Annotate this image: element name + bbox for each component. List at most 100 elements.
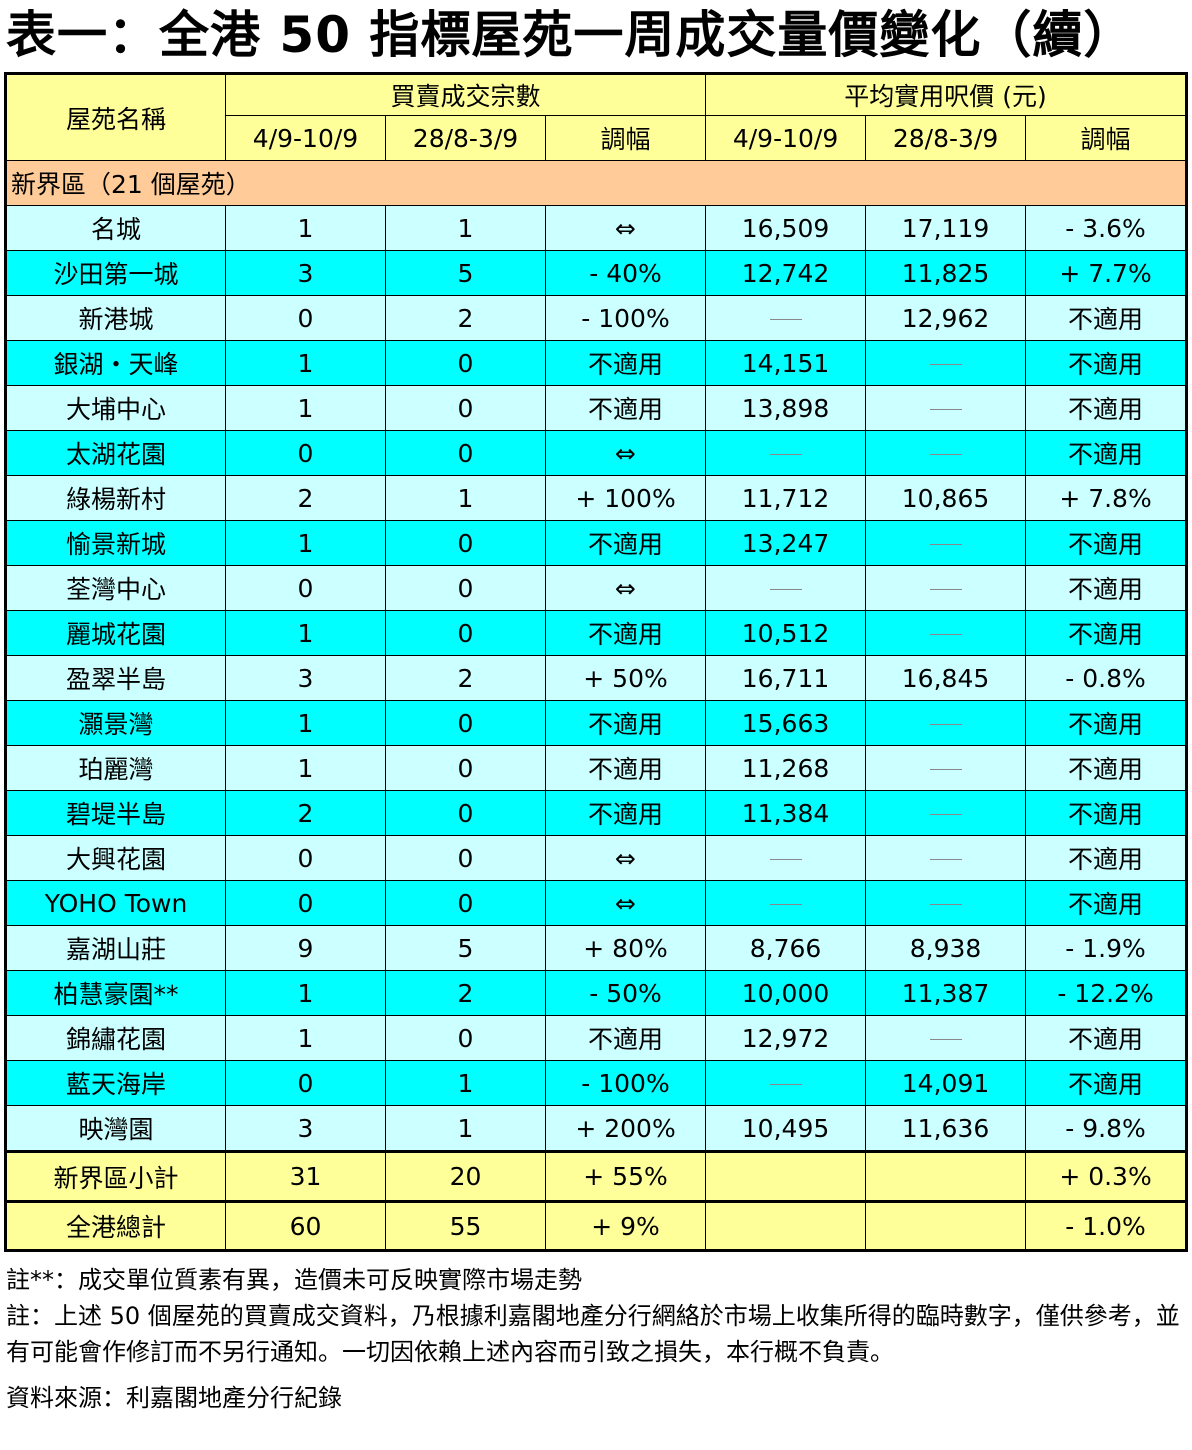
table-row: 盈翠半島 3 2 + 50% 16,711 16,845- 0.8%: [5, 655, 1188, 701]
cell-price-change: 不適用: [1025, 745, 1188, 791]
cell-vol-previous: 20: [385, 1150, 546, 1202]
cell-price-change: 不適用: [1025, 340, 1188, 386]
cell-vol-change: 不適用: [544, 610, 707, 656]
cell-price-change: 不適用: [1025, 430, 1188, 476]
cell-estate-name: 大興花園: [5, 835, 226, 881]
table-row: 沙田第一城 3 5- 40% 12,742 11,825 + 7.7%: [5, 250, 1188, 296]
cell-estate-name: 愉景新城: [5, 520, 226, 566]
header-price-current: 4/9-10/9: [705, 115, 867, 161]
table-row: 綠楊新村 2 1 + 100% 11,712 10,865 + 7.8%: [5, 475, 1188, 521]
cell-estate-name: 大埔中心: [5, 385, 226, 431]
cell-price-change: - 12.2%: [1025, 970, 1188, 1016]
cell-price-change: - 9.8%: [1025, 1105, 1188, 1152]
header-vol-current: 4/9-10/9: [225, 115, 386, 161]
table-row: 珀麗灣 1 0 不適用 11,268 不適用: [5, 745, 1188, 791]
table-row: 灝景灣 1 0 不適用 15,663 不適用: [5, 700, 1188, 746]
cell-price-current: [705, 295, 867, 341]
cell-vol-previous: 2: [385, 295, 546, 341]
no-data-dash: [769, 589, 802, 590]
cell-estate-name: 新港城: [5, 295, 226, 341]
cell-price-change: 不適用: [1025, 700, 1188, 746]
table-row: 嘉湖山莊 9 5 + 80% 8,766 8,938- 1.9%: [5, 925, 1188, 971]
header-volume-group: 買賣成交宗數: [224, 73, 707, 116]
cell-vol-previous: 0: [385, 340, 546, 386]
cell-price-change: 不適用: [1025, 1015, 1188, 1061]
cell-price-current: [705, 1060, 867, 1106]
cell-vol-current: 0: [225, 835, 386, 881]
cell-price-current: [705, 430, 867, 476]
cell-vol-current: 1: [225, 340, 386, 386]
cell-vol-current: 31: [225, 1150, 386, 1202]
cell-vol-change: ⇔: [544, 565, 707, 611]
cell-vol-previous: 5: [385, 250, 546, 296]
cell-vol-previous: 1: [385, 1105, 546, 1152]
no-data-dash: [929, 769, 962, 770]
cell-vol-previous: 0: [385, 385, 546, 431]
cell-vol-current: 0: [225, 565, 386, 611]
cell-vol-previous: 0: [385, 745, 546, 791]
cell-price-previous: [865, 565, 1027, 611]
cell-price-change: 不適用: [1025, 520, 1188, 566]
cell-price-change: + 7.7%: [1025, 250, 1188, 296]
table-row: 名城 1 1 ⇔ 16,509 17,119- 3.6%: [5, 205, 1188, 251]
cell-vol-change: 不適用: [544, 700, 707, 746]
cell-vol-change: ⇔: [544, 880, 707, 926]
cell-vol-change: ⇔: [544, 430, 707, 476]
no-data-dash: [769, 454, 802, 455]
no-data-dash: [769, 1084, 802, 1085]
cell-estate-name: 麗城花園: [5, 610, 226, 656]
cell-price-change: 不適用: [1025, 610, 1188, 656]
cell-vol-change: + 55%: [544, 1150, 707, 1202]
table-row: 柏慧豪園** 1 2- 50% 10,000 11,387- 12.2%: [5, 970, 1188, 1016]
cell-price-previous: 11,387: [865, 970, 1027, 1016]
cell-price-change: 不適用: [1025, 1060, 1188, 1106]
cell-vol-current: 60: [225, 1200, 386, 1251]
cell-estate-name: 新界區小計: [5, 1150, 226, 1202]
cell-estate-name: 盈翠半島: [5, 655, 226, 701]
cell-estate-name: 錦繡花園: [5, 1015, 226, 1061]
cell-estate-name: 藍天海岸: [5, 1060, 226, 1106]
cell-vol-previous: 0: [385, 790, 546, 836]
cell-vol-previous: 0: [385, 1015, 546, 1061]
cell-price-previous: 11,636: [865, 1105, 1027, 1152]
cell-price-previous: [865, 1150, 1027, 1202]
table-row: 麗城花園 1 0 不適用 10,512 不適用: [5, 610, 1188, 656]
cell-vol-current: 1: [225, 205, 386, 251]
no-data-dash: [929, 544, 962, 545]
cell-price-previous: 10,865: [865, 475, 1027, 521]
source-note: 資料來源：利嘉閣地產分行紀錄: [6, 1384, 342, 1412]
cell-price-current: 16,711: [705, 655, 867, 701]
cell-price-previous: [865, 700, 1027, 746]
table-row: 銀湖・天峰 1 0 不適用 14,151 不適用: [5, 340, 1188, 386]
cell-vol-current: 1: [225, 745, 386, 791]
no-data-dash: [929, 454, 962, 455]
cell-price-change: 不適用: [1025, 790, 1188, 836]
cell-price-current: 10,000: [705, 970, 867, 1016]
cell-vol-change: + 9%: [544, 1200, 707, 1251]
cell-estate-name: 名城: [5, 205, 226, 251]
cell-price-current: 15,663: [705, 700, 867, 746]
cell-price-change: - 0.8%: [1025, 655, 1188, 701]
cell-vol-previous: 2: [385, 655, 546, 701]
cell-vol-previous: 1: [385, 475, 546, 521]
cell-price-change: + 0.3%: [1025, 1150, 1188, 1202]
cell-price-current: 13,247: [705, 520, 867, 566]
cell-price-current: 11,384: [705, 790, 867, 836]
cell-price-previous: [865, 745, 1027, 791]
no-data-dash: [929, 409, 962, 410]
no-data-dash: [929, 724, 962, 725]
cell-price-change: - 1.0%: [1025, 1200, 1188, 1251]
cell-vol-change: 不適用: [544, 520, 707, 566]
table-row: 太湖花園 0 0 ⇔ 不適用: [5, 430, 1188, 476]
cell-vol-previous: 0: [385, 835, 546, 881]
cell-price-previous: [865, 880, 1027, 926]
cell-vol-change: 不適用: [544, 385, 707, 431]
cell-price-previous: [865, 340, 1027, 386]
table-row: 新港城 0 2- 100% 12,962 不適用: [5, 295, 1188, 341]
cell-estate-name: 綠楊新村: [5, 475, 226, 521]
header-vol-change: 調幅: [544, 115, 707, 161]
cell-vol-current: 0: [225, 1060, 386, 1106]
cell-vol-previous: 0: [385, 610, 546, 656]
subtotal-row: 新界區小計 31 20 + 55% + 0.3%: [5, 1150, 1188, 1202]
cell-price-current: [705, 835, 867, 881]
